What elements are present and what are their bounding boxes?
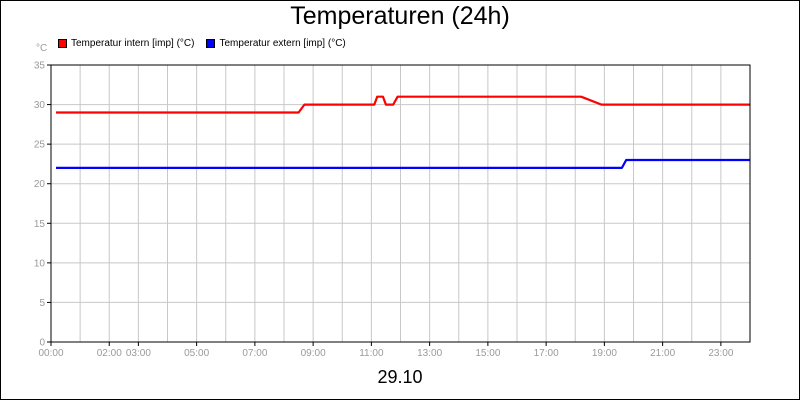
legend-swatch-intern [58, 39, 67, 48]
x-tick-label: 05:00 [184, 348, 209, 359]
y-tick-label: 10 [34, 258, 46, 269]
legend-label-extern: Temperatur extern [imp] (°C) [219, 38, 346, 49]
y-tick-label: 15 [34, 219, 46, 230]
date-label: 29.10 [377, 367, 423, 387]
x-tick-label: 02:00 [97, 348, 122, 359]
y-axis-unit: °C [36, 43, 47, 54]
y-tick-label: 35 [34, 61, 46, 72]
x-tick-label: 21:00 [650, 348, 675, 359]
plot-area-border [50, 64, 751, 343]
y-axis-ticks: 0 5 10 15 20 25 30 35 [34, 61, 51, 349]
x-tick-label: 23:00 [708, 348, 733, 359]
x-tick-label: 17:00 [534, 348, 559, 359]
x-tick-label: 07:00 [242, 348, 267, 359]
legend-item-extern: Temperatur extern [imp] (°C) [206, 38, 346, 49]
legend-item-intern: Temperatur intern [imp] (°C) [58, 38, 194, 49]
x-tick-label: 11:00 [359, 348, 384, 359]
x-tick-label: 19:00 [592, 348, 617, 359]
x-tick-label: 15:00 [475, 348, 500, 359]
y-tick-label: 30 [34, 100, 46, 111]
x-axis-ticks: 00:00 02:00 03:00 05:00 07:00 09:00 11:00 13:00… [38, 342, 734, 359]
legend-swatch-extern [206, 39, 216, 48]
x-tick-label: 09:00 [301, 348, 326, 359]
y-tick-label: 20 [34, 179, 46, 190]
y-tick-label: 0 [39, 338, 45, 349]
series-line-intern [56, 95, 750, 114]
series-line-extern [56, 158, 750, 169]
y-tick-label: 5 [39, 298, 45, 309]
legend-label-intern: Temperatur intern [imp] (°C) [71, 38, 195, 49]
x-tick-label: 03:00 [126, 348, 151, 359]
grid [51, 64, 750, 343]
chart-title: Temperaturen (24h) [290, 2, 510, 30]
x-tick-label: 00:00 [38, 348, 63, 359]
x-tick-label: 13:00 [417, 348, 442, 359]
legend: Temperatur intern [imp] (°C) Temperatur … [58, 38, 346, 49]
y-tick-label: 25 [34, 140, 46, 151]
series-lines [56, 95, 750, 169]
